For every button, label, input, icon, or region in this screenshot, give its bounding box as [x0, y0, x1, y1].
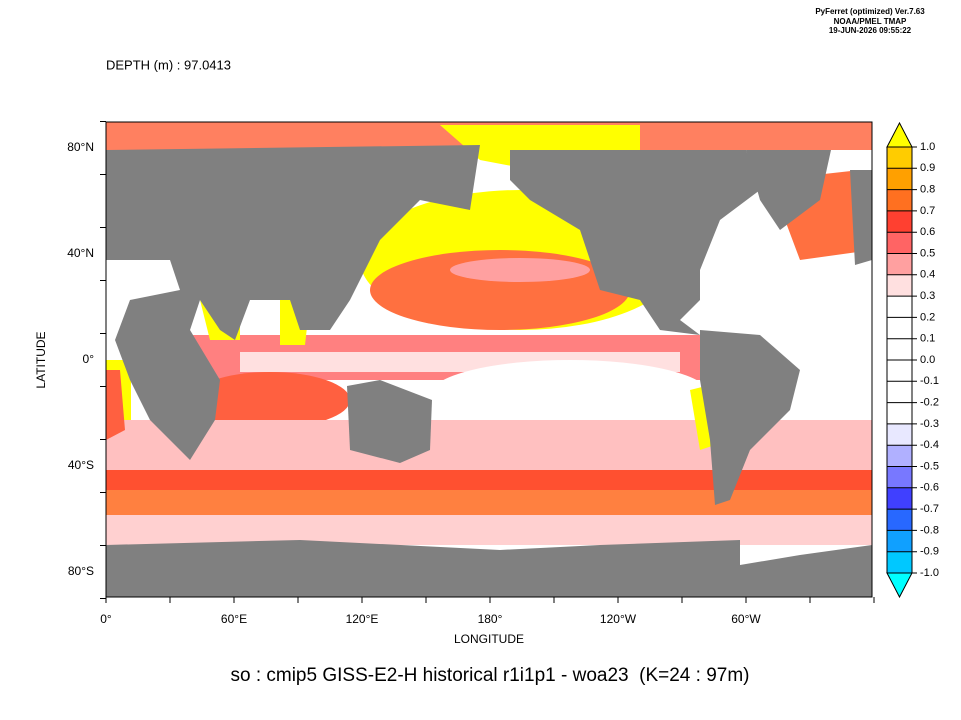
plot-title: so : cmip5 GISS-E2-H historical r1i1p1 -…: [230, 665, 749, 686]
x-tick-label: 60°W: [731, 612, 761, 626]
colorbar-band: [887, 338, 912, 360]
colorbar-label: 0.7: [920, 205, 935, 217]
colorbar-band: [887, 147, 912, 169]
colorbar-label: 0.1: [920, 333, 935, 345]
colorbar-label: -0.9: [920, 546, 939, 558]
colorbar-label: 0.4: [920, 269, 935, 281]
plot-frame: [105, 121, 873, 598]
colorbar-band: [887, 210, 912, 233]
colorbar-band: [887, 168, 912, 190]
colorbar-band: [887, 445, 912, 467]
colorbar-over: [886, 121, 913, 148]
colorbar-band: [887, 487, 912, 510]
colorbar-label: -0.3: [920, 418, 939, 430]
program-label: PyFerret (optimized) Ver.7.63: [815, 7, 925, 16]
colorbar-band: [887, 509, 912, 531]
colorbar-label: -0.1: [920, 375, 939, 387]
timestamp: 19-JUN-2026 09:55:22: [829, 26, 912, 35]
colorbar-band: [887, 423, 912, 446]
colorbar-label: 0.5: [920, 247, 935, 259]
colorbar-label: -0.2: [920, 397, 939, 409]
colorbar-label: -0.5: [920, 460, 939, 472]
y-tick-label: 40°N: [67, 246, 94, 260]
y-tick-label: 40°S: [68, 458, 94, 472]
y-tick-label: 80°S: [68, 564, 94, 578]
x-tick-label: 120°W: [600, 612, 637, 626]
colorbar-band: [887, 253, 912, 275]
map-field: [106, 122, 872, 597]
colorbar-band: [887, 317, 912, 339]
colorbar-label: 0.9: [920, 162, 935, 174]
colorbar-label: -0.4: [920, 439, 939, 451]
y-tick-label: 0°: [83, 352, 95, 366]
colorbar-band: [887, 189, 912, 211]
colorbar-band: [887, 232, 912, 254]
x-axis-title: LONGITUDE: [454, 632, 524, 646]
colorbar-label: 1.0: [920, 141, 935, 153]
colorbar: 1.0 0.9 0.8 0.7 0.6 0.5 0.4 0.3 0.2 0.1 0.0 -0.1 -0.…: [886, 121, 939, 599]
colorbar-band: [887, 274, 912, 297]
colorbar-label: 0.8: [920, 184, 935, 196]
colorbar-label: -0.8: [920, 524, 939, 536]
x-tick-label: 180°: [478, 612, 503, 626]
colorbar-under: [886, 572, 913, 599]
colorbar-label: -0.6: [920, 482, 939, 494]
colorbar-label: 0.0: [920, 354, 935, 366]
depth-label: DEPTH (m) : 97.0413: [106, 57, 231, 72]
colorbar-label: -1.0: [920, 567, 939, 579]
x-tick-label: 0°: [100, 612, 112, 626]
lab-label: NOAA/PMEL TMAP: [834, 17, 907, 26]
colorbar-label: -0.7: [920, 503, 939, 515]
colorbar-band: [887, 381, 912, 403]
colorbar-band: [887, 466, 912, 488]
colorbar-frame: [886, 146, 913, 574]
y-axis-title: LATITUDE: [34, 331, 48, 388]
colorbar-label: 0.2: [920, 311, 935, 323]
colorbar-band: [887, 296, 912, 318]
x-tick-label: 120°E: [346, 612, 379, 626]
x-tick-label: 60°E: [221, 612, 247, 626]
colorbar-label: 0.3: [920, 290, 935, 302]
colorbar-label: 0.6: [920, 226, 935, 238]
colorbar-band: [887, 402, 912, 424]
colorbar-band: [887, 530, 912, 552]
colorbar-band: [887, 360, 912, 382]
y-tick-label: 80°N: [67, 140, 94, 154]
colorbar-band: [887, 551, 912, 573]
